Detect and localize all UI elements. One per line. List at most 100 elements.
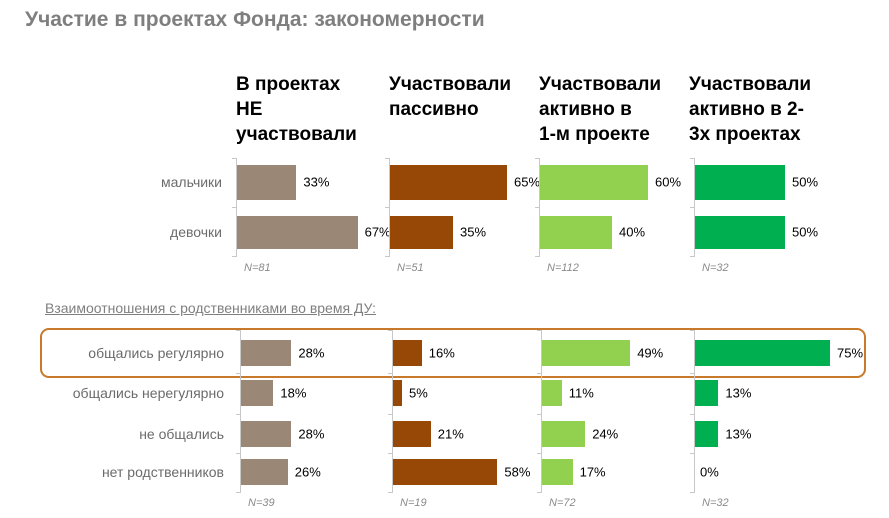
sample-size-label: N=112	[547, 262, 579, 274]
axis-tick	[236, 373, 241, 374]
data-label: 65%	[514, 174, 541, 190]
column-header-line: 1-м проекте	[539, 124, 650, 145]
bar	[695, 421, 719, 447]
data-label: 28%	[298, 426, 325, 442]
row-label: общались нерегулярно	[72, 385, 224, 401]
axis-tick	[236, 330, 241, 331]
axis-tick	[690, 158, 695, 159]
axis-tick	[385, 207, 390, 208]
bar	[542, 380, 562, 406]
axis-tick	[537, 453, 542, 454]
data-label: 50%	[792, 174, 819, 190]
axis-tick	[690, 207, 695, 208]
bar	[540, 164, 648, 200]
data-label: 21%	[437, 426, 464, 442]
bar	[241, 340, 292, 366]
bar	[237, 215, 358, 249]
bar	[393, 421, 431, 447]
data-label: 28%	[298, 345, 325, 361]
data-label: 17%	[579, 464, 606, 480]
axis-tick	[232, 207, 237, 208]
data-label: 33%	[303, 174, 330, 190]
data-label: 11%	[568, 385, 594, 401]
data-label: 35%	[460, 224, 487, 240]
data-label: 24%	[592, 426, 619, 442]
column-header-line: НЕ	[236, 99, 263, 120]
highlight-box	[40, 328, 866, 378]
axis-tick	[690, 330, 695, 331]
column-header-line: 3х проектах	[689, 124, 801, 145]
bar	[695, 380, 719, 406]
column-header-line: Участвовали	[539, 74, 662, 95]
axis-tick	[537, 413, 542, 415]
sample-size-label: N=51	[397, 262, 424, 274]
axis-tick	[537, 330, 542, 331]
bar	[393, 380, 402, 406]
row-label: нет родственников	[101, 464, 224, 480]
axis-line	[240, 330, 241, 492]
data-label: 16%	[428, 345, 455, 361]
row-label: общались регулярно	[88, 345, 224, 361]
data-label: 49%	[637, 345, 664, 361]
sample-size-label: N=72	[549, 497, 576, 509]
bar	[695, 215, 785, 249]
row-label: мальчики	[161, 174, 222, 190]
axis-tick	[232, 256, 237, 257]
sample-size-label: N=19	[400, 497, 427, 509]
row-label: девочки	[170, 224, 222, 240]
bar	[393, 459, 498, 485]
slide-title: Участие в проектах Фонда: закономерности	[25, 8, 485, 31]
bar	[390, 164, 507, 200]
sample-size-label: N=39	[248, 497, 275, 509]
data-label: 5%	[409, 385, 428, 401]
axis-tick	[690, 492, 695, 493]
bar	[542, 340, 631, 366]
axis-tick	[236, 413, 241, 415]
column-header: Участвовали активно в 2- 3х проектах	[689, 72, 839, 147]
bar	[393, 340, 422, 366]
column-header-line: активно в 2-	[689, 99, 804, 120]
axis-tick	[690, 256, 695, 257]
axis-tick	[535, 158, 540, 159]
sample-size-label: N=32	[702, 262, 729, 274]
column-header-line: Участвовали	[689, 74, 812, 95]
column-header-line: В проектах	[236, 74, 341, 95]
data-label: 18%	[280, 385, 307, 401]
bar	[390, 215, 453, 249]
bar	[542, 459, 573, 485]
section-subtitle: Взаимоотношения с родственниками во врем…	[45, 300, 377, 316]
data-label: 26%	[294, 464, 321, 480]
column-header: В проектах НЕ участвовали	[236, 72, 386, 147]
bar	[695, 164, 785, 200]
column-header-line: активно в	[539, 99, 632, 120]
bar	[241, 459, 288, 485]
axis-tick	[388, 453, 393, 454]
sample-size-label: N=32	[702, 497, 729, 509]
axis-tick	[388, 413, 393, 415]
bar	[542, 421, 586, 447]
data-label: 50%	[792, 224, 819, 240]
axis-tick	[385, 256, 390, 257]
axis-tick	[537, 492, 542, 493]
axis-line	[392, 330, 393, 492]
data-label: 0%	[700, 464, 719, 480]
axis-tick	[388, 492, 393, 493]
axis-tick	[537, 373, 542, 374]
axis-tick	[535, 256, 540, 257]
data-label: 58%	[504, 464, 531, 480]
column-header: Участвовали активно в 1-м проекте	[539, 72, 689, 147]
bar	[241, 421, 292, 447]
data-label: 60%	[655, 174, 682, 190]
bar	[237, 164, 297, 200]
bar	[695, 340, 830, 366]
axis-tick	[236, 453, 241, 454]
column-header: Участвовали пассивно	[389, 72, 539, 122]
axis-tick	[236, 492, 241, 493]
column-header-line: пассивно	[389, 99, 479, 120]
column-header-line: участвовали	[236, 124, 357, 145]
data-label: 67%	[364, 224, 391, 240]
axis-tick	[690, 413, 695, 415]
sample-size-label: N=81	[244, 262, 271, 274]
column-header-line: Участвовали	[389, 74, 512, 95]
